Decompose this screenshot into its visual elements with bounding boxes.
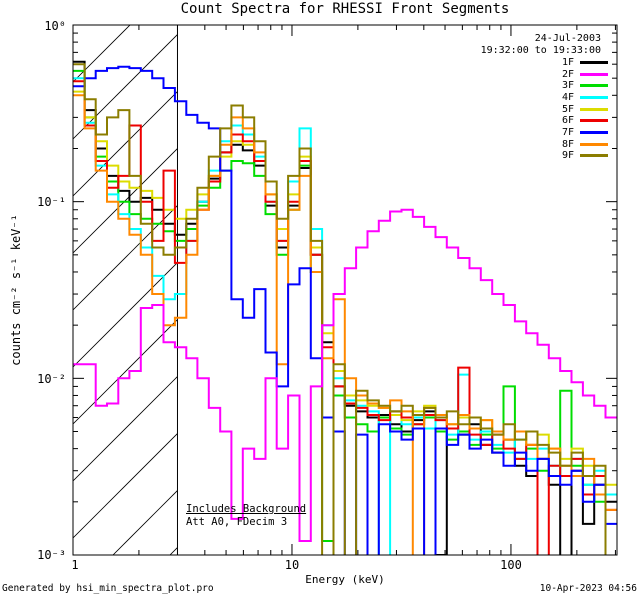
legend-color-line-2F <box>580 72 608 76</box>
generated-by-caption: Generated by hsi_min_spectra_plot.pro <box>2 583 214 594</box>
legend-label-9F: 9F <box>561 150 574 162</box>
legend-label-7F: 7F <box>561 126 574 138</box>
plot-frame <box>72 24 618 556</box>
legend-color-line-8F <box>580 142 608 146</box>
y-tick-label-1e-3: 10⁻³ <box>37 548 66 562</box>
y-tick-label-1e0: 10⁰ <box>44 19 66 33</box>
legend-label-2F: 2F <box>561 68 574 80</box>
legend-label-6F: 6F <box>561 115 574 127</box>
legend-entry-7F: 7F <box>518 127 614 139</box>
legend-entry-2F: 2F <box>518 69 614 81</box>
annotation-includes-background: Includes Background <box>186 503 307 515</box>
legend-label-5F: 5F <box>561 103 574 115</box>
y-axis-label: counts cm⁻² s⁻¹ keV⁻¹ <box>9 214 23 366</box>
hatched-attenuated-region <box>73 25 178 555</box>
x-axis-label: Energy (keV) <box>305 573 385 586</box>
legend-color-line-5F <box>580 107 608 111</box>
legend-entry-4F: 4F <box>518 92 614 104</box>
legend-color-line-9F <box>580 154 608 158</box>
x-tick-label-10: 10 <box>284 558 300 572</box>
y-tick-label-1e-2: 10⁻² <box>37 372 66 386</box>
legend-color-line-4F <box>580 95 608 99</box>
legend-label-8F: 8F <box>561 138 574 150</box>
legend-entry-1F: 1F <box>518 57 614 69</box>
legend-color-line-1F <box>580 61 608 64</box>
legend-label-1F: 1F <box>561 57 574 68</box>
legend-entry-9F: 9F <box>518 150 614 162</box>
observation-time-range: 19:32:00 to 19:33:00 <box>480 45 601 56</box>
spectrum-curve-2F <box>73 208 617 542</box>
x-tick-label-100: 100 <box>500 558 522 572</box>
y-tick-label-1e-1: 10⁻¹ <box>37 195 66 209</box>
legend-color-line-3F <box>580 84 608 88</box>
generation-timestamp: 10-Apr-2023 04:56 <box>539 583 637 594</box>
background-annotation: Includes Background Att A0, FDecim 3 <box>186 503 306 528</box>
legend-entry-5F: 5F <box>518 104 614 116</box>
observation-date: 24-Jul-2003 <box>534 33 601 44</box>
legend-label-4F: 4F <box>561 91 574 103</box>
legend-label-3F: 3F <box>561 80 574 92</box>
legend-entry-6F: 6F <box>518 115 614 127</box>
annotation-attenuator-state: Att A0, FDecim 3 <box>186 515 288 528</box>
legend-color-line-7F <box>580 130 608 134</box>
legend-color-line-6F <box>580 119 608 123</box>
plot-title: Count Spectra for RHESSI Front Segments <box>180 1 510 17</box>
x-tick-label-1: 1 <box>71 558 79 572</box>
spectrum-curve-9F <box>73 63 607 555</box>
legend-entry-3F: 3F <box>518 80 614 92</box>
legend-entry-8F: 8F <box>518 139 614 151</box>
